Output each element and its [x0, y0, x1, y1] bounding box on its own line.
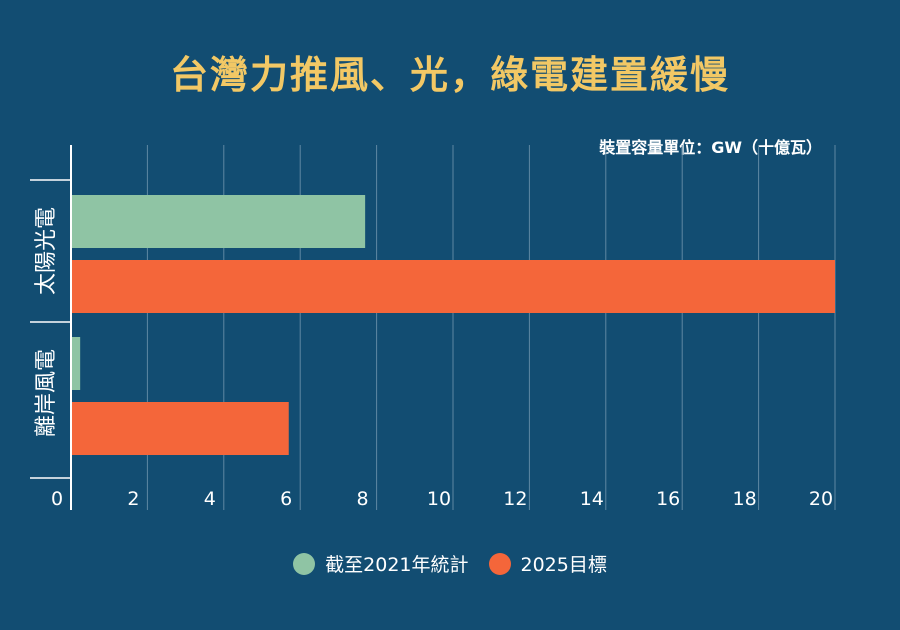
bars [71, 195, 835, 455]
legend: 截至2021年統計 2025目標 [0, 550, 900, 577]
x-tick-label: 2 [127, 488, 139, 510]
category-label: 太陽光電 [34, 207, 59, 295]
bar-2025-0 [71, 260, 835, 313]
x-tick-label: 10 [427, 488, 451, 510]
legend-label-2025: 2025目標 [520, 554, 607, 576]
x-tick-label: 12 [503, 488, 527, 510]
bar-2021-1 [71, 337, 81, 390]
legend-swatch-2025 [488, 552, 511, 575]
legend-item-2021: 截至2021年統計 [293, 550, 469, 577]
chart-title: 台灣力推風、光，綠電建置緩慢 [169, 53, 730, 97]
legend-swatch-2021 [293, 552, 316, 575]
bar-2021-0 [71, 195, 366, 248]
unit-note: 裝置容量單位：GW（十億瓦） [599, 138, 822, 157]
x-tick-label: 0 [51, 488, 63, 510]
x-tick-label: 14 [580, 488, 604, 510]
x-tick-labels: 0 2 4 6 8 10 12 14 16 18 20 [51, 488, 833, 510]
x-tick-label: 16 [656, 488, 680, 510]
x-tick-label: 8 [357, 488, 369, 510]
legend-item-2025: 2025目標 [488, 550, 607, 577]
legend-label-2021: 截至2021年統計 [325, 554, 469, 576]
category-label: 離岸風電 [34, 349, 59, 437]
x-tick-label: 18 [733, 488, 757, 510]
x-tick-label: 20 [809, 488, 833, 510]
bar-2025-1 [71, 402, 289, 455]
axes [30, 145, 72, 510]
x-tick-label: 6 [280, 488, 292, 510]
x-tick-label: 4 [204, 488, 216, 510]
